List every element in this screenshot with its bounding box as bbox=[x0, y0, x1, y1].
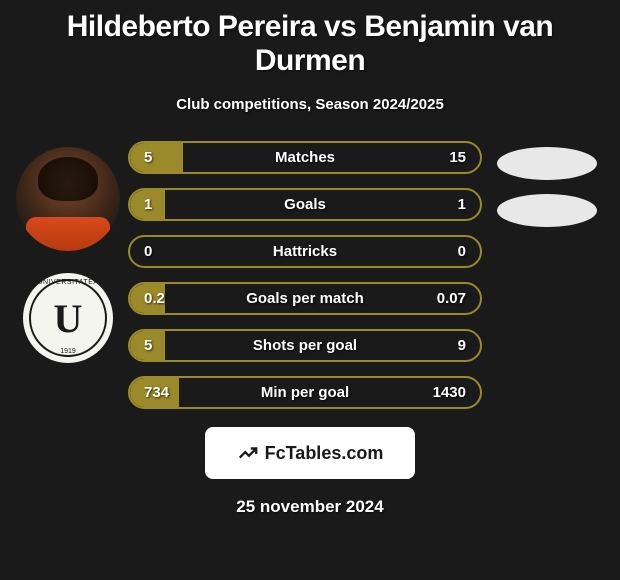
stat-bar: 1Goals1 bbox=[128, 188, 482, 221]
stat-label: Matches bbox=[130, 149, 480, 166]
page-title: Hildeberto Pereira vs Benjamin van Durme… bbox=[0, 0, 620, 78]
footer-brand-text: FcTables.com bbox=[265, 443, 384, 464]
club-top-text: UNIVERSITATEA bbox=[23, 279, 113, 286]
stat-bar: 5Shots per goal9 bbox=[128, 329, 482, 362]
stat-label: Min per goal bbox=[130, 384, 480, 401]
placeholder-ellipse bbox=[497, 147, 597, 180]
stat-label: Goals bbox=[130, 196, 480, 213]
stat-value-right: 9 bbox=[458, 337, 466, 354]
club-bottom-text: 1919 bbox=[23, 348, 113, 355]
stat-value-right: 0 bbox=[458, 243, 466, 260]
club-letter: U bbox=[54, 295, 83, 342]
player-photo bbox=[16, 147, 120, 251]
stat-bar: 5Matches15 bbox=[128, 141, 482, 174]
left-column: UNIVERSITATEA U 1919 bbox=[8, 141, 128, 409]
stat-value-right: 1430 bbox=[433, 384, 466, 401]
club-badge: UNIVERSITATEA U 1919 bbox=[23, 273, 113, 363]
main-row: UNIVERSITATEA U 1919 5Matches15 1Goals1 0H… bbox=[0, 141, 620, 409]
stats-column: 5Matches15 1Goals1 0Hattricks0 0.2Goals per… bbox=[128, 141, 482, 409]
stat-bar: 734Min per goal1430 bbox=[128, 376, 482, 409]
stat-value-right: 15 bbox=[449, 149, 466, 166]
stat-label: Hattricks bbox=[130, 243, 480, 260]
placeholder-ellipse bbox=[497, 194, 597, 227]
stat-value-right: 0.07 bbox=[437, 290, 466, 307]
stat-label: Goals per match bbox=[130, 290, 480, 307]
comparison-card: Hildeberto Pereira vs Benjamin van Durme… bbox=[0, 0, 620, 517]
date-text: 25 november 2024 bbox=[0, 497, 620, 517]
footer-brand-badge[interactable]: FcTables.com bbox=[205, 427, 415, 479]
stat-label: Shots per goal bbox=[130, 337, 480, 354]
stat-bar: 0.2Goals per match0.07 bbox=[128, 282, 482, 315]
stat-value-right: 1 bbox=[458, 196, 466, 213]
right-column bbox=[482, 141, 612, 409]
chart-icon bbox=[237, 442, 259, 464]
subtitle: Club competitions, Season 2024/2025 bbox=[0, 96, 620, 113]
stat-bar: 0Hattricks0 bbox=[128, 235, 482, 268]
